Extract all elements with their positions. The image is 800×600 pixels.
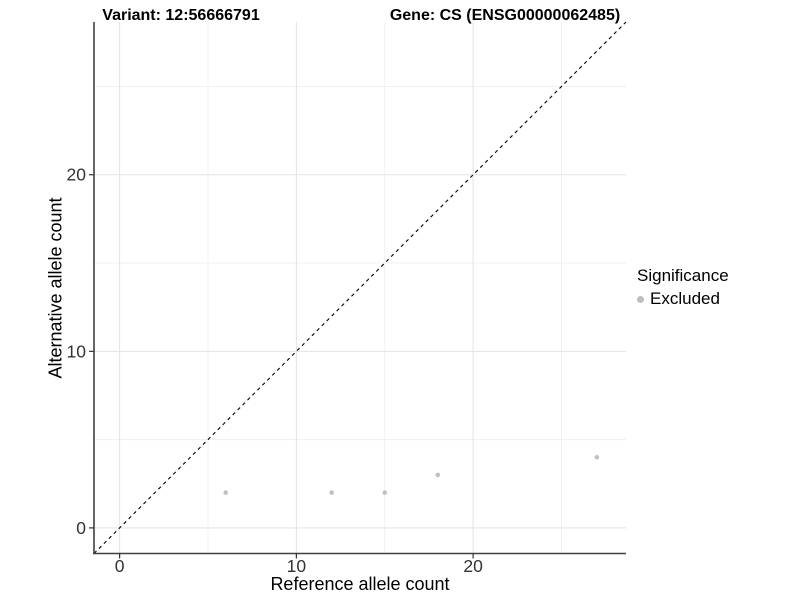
legend-entry-label: Excluded (650, 289, 720, 308)
x-axis-title: Reference allele count (270, 574, 450, 594)
x-tick-label: 10 (287, 556, 307, 576)
y-tick-label: 10 (67, 341, 87, 361)
y-axis-title: Alternative allele count (45, 197, 66, 379)
legend: Significance Excluded (637, 266, 729, 309)
data-point (382, 490, 388, 495)
plot-title-variant: Variant: 12:56666791 (102, 7, 260, 24)
identity-line (93, 21, 627, 554)
data-point (223, 490, 228, 495)
y-tick-label: 20 (67, 165, 87, 185)
data-point (594, 454, 600, 460)
y-tick-label: 0 (76, 518, 86, 538)
legend-entry-excluded: Excluded (637, 289, 729, 309)
data-point (435, 472, 441, 478)
plot-title-gene: Gene: CS (ENSG00000062485) (389, 7, 621, 24)
data-point (329, 490, 335, 495)
x-tick-label: 0 (115, 556, 125, 576)
x-tick-label: 20 (463, 556, 483, 576)
legend-title: Significance (637, 266, 729, 285)
legend-point-icon (637, 295, 644, 303)
